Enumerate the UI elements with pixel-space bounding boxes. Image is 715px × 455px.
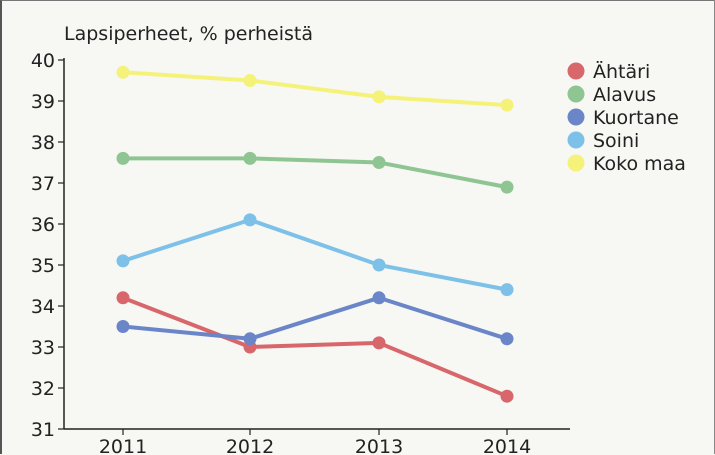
legend-label: Ähtäri — [593, 60, 650, 83]
series-line — [121, 156, 509, 190]
y-tick-label: 33 — [31, 337, 55, 359]
data-point — [500, 332, 514, 346]
y-tick-label: 34 — [31, 296, 55, 318]
legend-swatch — [567, 131, 585, 149]
legend-label: Kuortane — [593, 107, 679, 129]
data-point — [243, 332, 257, 346]
y-tick-label: 31 — [31, 419, 55, 441]
data-point — [500, 98, 514, 112]
x-tick-label: 2012 — [226, 436, 274, 455]
data-point — [116, 151, 130, 165]
series-line — [121, 295, 509, 341]
x-tick-label: 2011 — [99, 436, 147, 455]
series-line — [121, 217, 509, 292]
series-line — [121, 295, 509, 399]
data-point — [372, 156, 386, 169]
data-point — [243, 151, 257, 165]
chart-title: Lapsiperheet, % perheistä — [64, 23, 313, 45]
y-tick-label: 32 — [31, 378, 55, 400]
y-tick-label: 39 — [31, 91, 55, 113]
data-point — [116, 254, 130, 268]
y-tick-label: 37 — [31, 173, 55, 195]
legend-item: Kuortane — [567, 107, 679, 129]
series-2 — [116, 151, 514, 194]
legend-swatch — [567, 85, 585, 103]
y-tick-label: 38 — [31, 132, 55, 154]
data-point — [372, 291, 386, 305]
series-line — [121, 70, 509, 108]
legend-label: Soini — [593, 130, 639, 152]
legend-item: Koko maa — [567, 153, 686, 175]
data-point — [500, 180, 514, 194]
series-5 — [116, 65, 514, 112]
x-tick-label: 2013 — [355, 436, 403, 455]
legend-item: Soini — [567, 130, 639, 152]
legend-item: Ähtäri — [567, 60, 650, 83]
data-point — [372, 90, 386, 104]
y-tick-label: 36 — [31, 214, 55, 236]
series-4 — [116, 213, 514, 297]
legend-swatch — [567, 108, 585, 126]
legend-label: Koko maa — [593, 153, 686, 175]
legend-swatch — [567, 154, 585, 172]
y-tick-label: 40 — [31, 50, 55, 72]
data-point — [500, 389, 514, 403]
series-layer — [116, 65, 514, 403]
data-point — [116, 320, 130, 333]
legend-swatch — [567, 62, 585, 80]
data-point — [243, 74, 257, 87]
data-point — [116, 291, 130, 305]
data-point — [372, 258, 386, 272]
data-point — [500, 283, 514, 297]
series-3 — [116, 291, 514, 346]
legend-item: Alavus — [567, 84, 656, 106]
data-point — [243, 213, 257, 227]
x-tick-label: 2014 — [483, 436, 531, 455]
y-tick-label: 35 — [31, 255, 55, 277]
series-1 — [116, 291, 514, 403]
axes: 40 39 38 37 36 35 34 33 32 31 2011 2012 2013 2014 — [31, 50, 570, 455]
data-point — [116, 65, 130, 79]
legend-label: Alavus — [593, 84, 656, 106]
data-point — [372, 336, 386, 350]
